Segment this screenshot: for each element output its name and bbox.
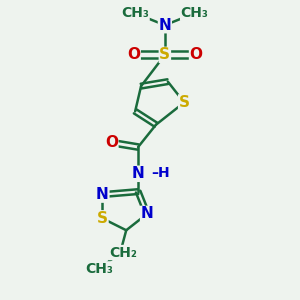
Text: CH₂: CH₂ — [109, 245, 137, 260]
Text: N: N — [132, 166, 145, 181]
Text: N: N — [96, 187, 109, 202]
Text: N: N — [158, 18, 171, 33]
Text: S: S — [179, 95, 190, 110]
Text: S: S — [97, 211, 108, 226]
Text: CH₃: CH₃ — [85, 262, 113, 276]
Text: –H: –H — [152, 166, 170, 180]
Text: N: N — [141, 206, 153, 221]
Text: O: O — [127, 47, 140, 62]
Text: O: O — [105, 135, 118, 150]
Text: CH₃: CH₃ — [121, 6, 149, 20]
Text: CH₃: CH₃ — [181, 6, 208, 20]
Text: S: S — [159, 47, 170, 62]
Text: O: O — [190, 47, 202, 62]
